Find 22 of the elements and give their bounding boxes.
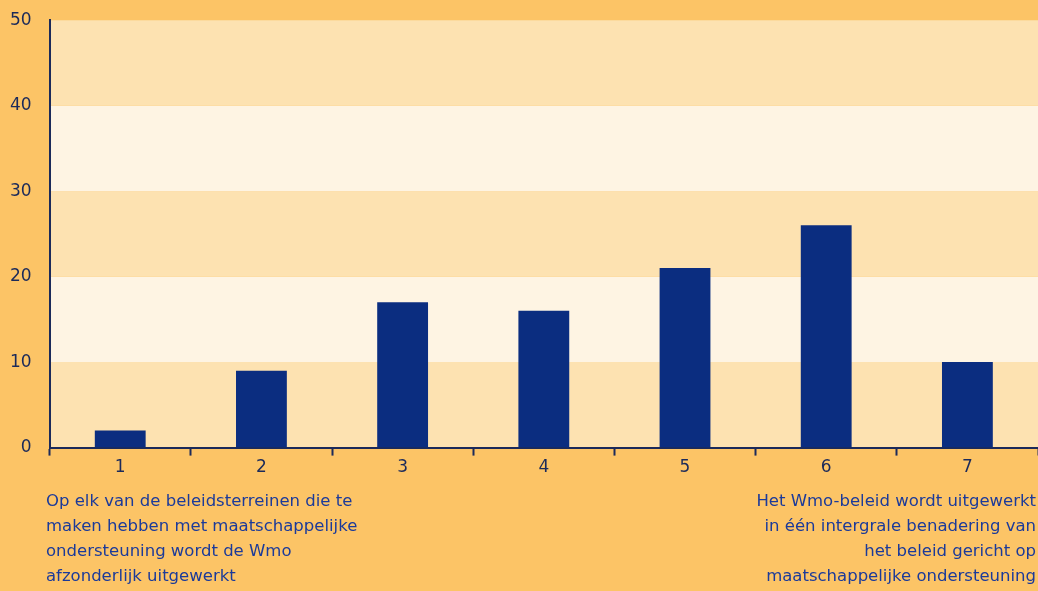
y-tick-label: 40: [9, 94, 32, 115]
bar: [94, 430, 146, 448]
x-tick-label: 3: [397, 456, 409, 477]
y-tick-label: 50: [9, 8, 32, 29]
bar: [800, 225, 852, 448]
x-tick-label: 4: [538, 456, 550, 477]
y-tick-label: 20: [9, 265, 32, 286]
x-tick-label: 5: [679, 456, 691, 477]
bar: [236, 370, 287, 448]
x-tick-label: 2: [256, 456, 267, 477]
x-tick-label: 1: [114, 456, 126, 477]
bar: [377, 302, 429, 448]
y-tick-label: 10: [9, 350, 32, 371]
y-tick-label: 0: [20, 436, 32, 457]
text: Op elk van de beleidsterreinen die te maken hebben met maatschappelijke ondersteuning wordt de Wmo afzonderlijk uitgewerkt: [46, 490, 359, 587]
text: Het Wmo-beleid wordt uitgewerkt in één intergrale benadering van het beleid gericht op maatschappelijke ondersteuning: [755, 490, 1036, 587]
bar: [659, 268, 711, 448]
x-tick-label: 6: [820, 456, 832, 477]
x-tick-label: 7: [961, 456, 973, 477]
bar: [518, 310, 570, 448]
bar: [941, 362, 993, 448]
y-tick-label: 30: [9, 179, 32, 200]
